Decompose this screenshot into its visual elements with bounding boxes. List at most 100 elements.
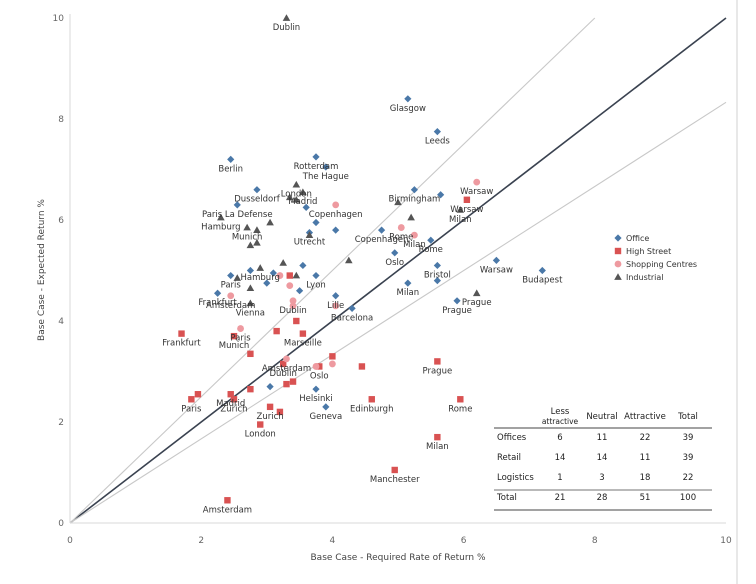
industrial-point	[279, 259, 287, 266]
point-label: Manchester	[370, 475, 420, 485]
table-cell: 39	[683, 453, 694, 463]
office-point	[233, 201, 241, 209]
point-label: Helsinki	[299, 394, 332, 404]
point-label: Copenhagen	[309, 210, 363, 220]
high-street-point	[463, 196, 471, 203]
shopping-centres-point	[286, 282, 294, 290]
point-label: Paris	[181, 404, 202, 414]
point-label: Glasgow	[390, 104, 426, 114]
industrial-point	[472, 289, 481, 297]
office-point	[227, 155, 235, 163]
y-tick-label: 2	[58, 418, 64, 428]
point-label: London	[245, 430, 276, 440]
high-street-point	[230, 332, 238, 340]
shopping-centres-point	[312, 363, 320, 370]
table-background	[494, 404, 712, 508]
table-row-label: Logistics	[497, 473, 534, 483]
industrial-point	[299, 188, 307, 196]
high-street-point	[178, 330, 185, 337]
office-point	[302, 203, 310, 211]
office-point	[433, 261, 441, 270]
x-tick-label: 4	[330, 536, 336, 546]
industrial-point	[253, 238, 261, 246]
point-label: Milan	[449, 215, 472, 225]
point-label: Munich	[219, 341, 250, 351]
office-point	[312, 271, 320, 280]
table-cell: 39	[683, 433, 694, 443]
office-point	[391, 249, 399, 257]
office-point	[378, 226, 386, 234]
high-street-point	[293, 317, 300, 325]
high-street-point	[230, 396, 238, 403]
high-street-point	[434, 358, 441, 365]
table-row-label: Retail	[497, 453, 521, 463]
high-street-point	[276, 408, 284, 416]
shopping-centres-point	[289, 302, 297, 310]
point-label: Dusseldorf	[234, 195, 280, 205]
legend-marker	[614, 234, 622, 242]
table-cell: 14	[597, 453, 608, 463]
high-street-point	[358, 363, 366, 370]
industrial-point	[407, 213, 415, 221]
office-point	[404, 95, 412, 103]
legend-marker	[614, 273, 622, 280]
table-header: Attractive	[624, 412, 666, 422]
table-cell: 3	[599, 473, 604, 483]
table-cell: 11	[640, 453, 651, 463]
point-label: Copenhagen	[355, 235, 409, 245]
shopping-centres-point	[411, 231, 418, 239]
high-street-point	[286, 272, 293, 279]
office-point	[269, 269, 277, 277]
point-label: Lille	[327, 301, 344, 311]
point-label: Dublin	[279, 306, 306, 316]
office-point	[312, 385, 320, 393]
table-cell: 11	[597, 433, 608, 443]
high-street-point	[227, 391, 234, 398]
industrial-point	[246, 284, 255, 292]
table-cell: 18	[640, 473, 651, 483]
point-label: Geneva	[310, 412, 343, 422]
point-label: Lyon	[306, 281, 326, 291]
table-header: attractive	[542, 417, 579, 426]
point-label: Leeds	[425, 137, 450, 147]
shopping-centres-point	[289, 297, 297, 305]
table-cell: 21	[555, 493, 566, 503]
point-label: Bristol	[424, 270, 451, 280]
point-label: Hamburg	[201, 222, 240, 232]
high-street-point	[329, 353, 336, 360]
high-street-point	[257, 421, 264, 428]
office-point	[404, 279, 412, 287]
table-header: Total	[677, 412, 698, 422]
table-row-label: Total	[496, 493, 517, 503]
industrial-point	[253, 226, 261, 233]
high-street-point	[299, 330, 307, 337]
office-point	[263, 279, 271, 287]
shopping-centres-point	[332, 201, 340, 209]
high-street-point	[247, 385, 254, 393]
table-cell: 6	[557, 433, 562, 443]
point-label: London	[281, 190, 312, 200]
point-label: Amsterdam	[262, 364, 311, 374]
x-tick-label: 10	[720, 536, 732, 546]
point-label: Warsaw	[450, 205, 483, 215]
high-street-point	[457, 396, 464, 403]
point-label: Rome	[448, 404, 472, 414]
legend-entry: High Street	[626, 247, 671, 256]
point-label: Rotterdam	[294, 162, 339, 172]
office-point	[214, 289, 222, 297]
industrial-point	[246, 241, 255, 249]
point-label: Amsterdam	[203, 505, 252, 515]
point-label: Rome	[419, 245, 443, 255]
point-label: Edinburgh	[350, 404, 393, 414]
high-street-point	[391, 466, 398, 474]
shopping-centres-point	[397, 224, 405, 231]
y-axis-title: Base Case - Expected Return %	[37, 199, 47, 341]
industrial-point	[246, 299, 255, 307]
point-label: Milan	[426, 442, 449, 452]
industrial-point	[394, 198, 402, 206]
table-cell: 22	[683, 473, 694, 483]
point-label: Berlin	[218, 164, 243, 174]
